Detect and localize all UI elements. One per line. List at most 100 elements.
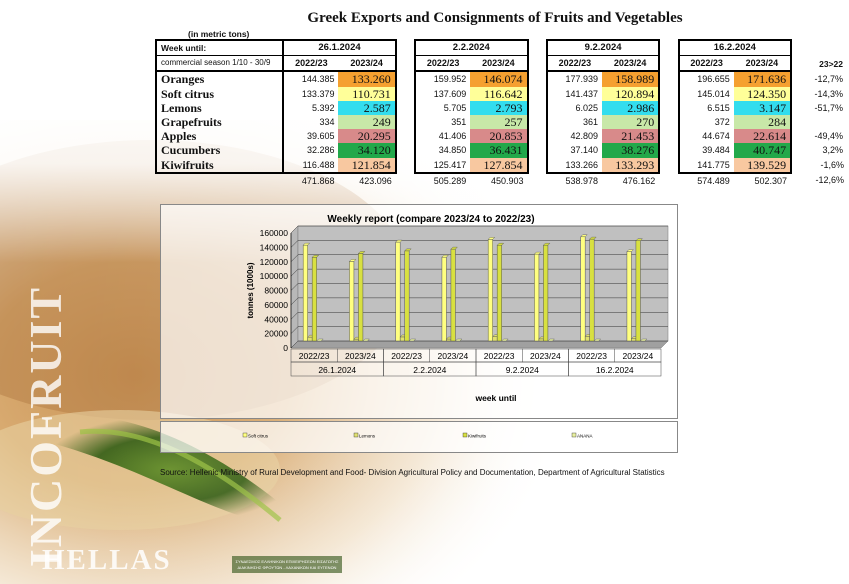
x-tick-label: 2022/23	[299, 351, 330, 361]
value-2023-24: 2.587	[338, 100, 397, 115]
legend-swatch	[353, 432, 359, 438]
value-2022-23: 125.417	[414, 157, 471, 174]
legend-entry: Soft citrus	[248, 434, 269, 439]
value-2023-24: 158.989	[602, 71, 661, 87]
source-note: Source: Hellenic Ministry of Rural Devel…	[160, 468, 665, 477]
y-tick-label: 100000	[260, 271, 289, 281]
gridline-side	[290, 240, 299, 248]
bar	[496, 244, 502, 342]
x-tick-label: 2022/23	[576, 351, 607, 361]
bar-top	[635, 238, 643, 241]
bar-top	[408, 338, 417, 342]
y-tick-label: 60000	[264, 300, 288, 310]
legend-entry: Kiwifruits	[468, 434, 487, 439]
exports-table: Week until: 26.1.2024 2.2.2024 9.2.2024 16.2…	[154, 39, 849, 188]
value-2023-24: 249	[338, 114, 397, 130]
season-label: commercial season 1/10 - 30/9	[154, 55, 284, 73]
value-2022-23: 133.379	[282, 86, 339, 101]
value-2023-24: 171.636	[733, 71, 793, 87]
gridline-side	[290, 326, 299, 334]
value-2023-24: 146.074	[470, 71, 529, 87]
legend-swatch	[462, 432, 468, 438]
group-cell	[568, 361, 662, 377]
bar-top	[404, 248, 412, 252]
bar	[487, 239, 493, 342]
table-row: Lemons 5.392 2.587 5.705 2.793 6.025 2.986 6.51…	[154, 100, 848, 115]
bar-top	[533, 251, 542, 255]
legend-swatch	[242, 432, 248, 438]
bar	[635, 240, 641, 342]
value-2023-24: 38.276	[602, 143, 661, 158]
value-2022-23: 177.939	[545, 71, 602, 87]
change-percent: -1,6%	[820, 160, 844, 171]
bar-top	[626, 249, 634, 252]
value-2022-23: 116.488	[282, 157, 339, 174]
product-name: Kiwifruits	[154, 157, 284, 174]
bar-top	[542, 242, 551, 246]
value-2022-23: 159.952	[414, 71, 471, 87]
table-row: Kiwifruits 116.488 121.854 125.417 127.854 13…	[154, 157, 848, 174]
week-header: 9.2.2024	[545, 39, 661, 57]
bar-top	[316, 338, 324, 342]
group-label: 16.2.2024	[596, 365, 634, 375]
x-tick-label: 2023/24	[623, 351, 654, 361]
value-2022-23: 6.025	[545, 100, 602, 115]
value-2022-23: 141.437	[545, 86, 602, 101]
table-row: Oranges 144.385 133.260 159.952 146.074 177.9…	[154, 71, 848, 87]
y-tick-label: 120000	[260, 257, 289, 267]
x-tick-label: 2023/24	[438, 351, 469, 361]
change-percent	[791, 115, 848, 129]
value-2023-24: 21.453	[602, 129, 661, 144]
change-percent: -51,7%	[814, 102, 843, 113]
bar-top	[580, 234, 588, 237]
week-until-label: Week until:	[154, 39, 284, 57]
season-header: 2022/23	[282, 55, 339, 73]
total-2023-24: 450.903	[490, 175, 524, 186]
season-header: 2022/23	[414, 55, 471, 73]
value-2023-24: 124.350	[733, 86, 793, 101]
value-2022-23: 44.674	[677, 129, 734, 144]
value-2023-24: 116.642	[470, 86, 529, 101]
total-2022-23: 505.289	[433, 175, 467, 186]
page-title: Greek Exports and Consignments of Fruits…	[307, 10, 683, 26]
value-2023-24: 121.854	[338, 157, 397, 174]
value-2023-24: 3.147	[733, 100, 793, 115]
weekly-bar-chart: Weekly report (compare 2023/24 to 2022/2…	[246, 214, 669, 403]
x-tick-label: 2023/24	[345, 351, 376, 361]
bar	[349, 261, 355, 342]
y-tick-label: 140000	[260, 242, 289, 252]
value-2023-24: 270	[602, 114, 661, 130]
table-row: Grapefruits 334 249 351 257 361 270 372 284	[154, 114, 848, 130]
unit-note: (in metric tons)	[188, 29, 250, 39]
hellas-brand: HELLAS	[42, 544, 172, 576]
value-2023-24: 40.747	[733, 143, 793, 158]
value-2023-24: 257	[470, 114, 529, 130]
bar-top	[593, 338, 602, 342]
value-2022-23: 196.655	[677, 71, 734, 87]
x-tick-label: 2023/24	[530, 351, 561, 361]
season-header: 2023/24	[733, 55, 793, 73]
legend-entry: Lemons	[359, 434, 376, 439]
bar	[631, 338, 637, 342]
bar	[307, 336, 313, 342]
week-header: 26.1.2024	[282, 39, 397, 57]
bar	[404, 250, 410, 342]
value-2022-23: 361	[545, 114, 602, 130]
chart-container: Weekly report (compare 2023/24 to 2022/2…	[160, 204, 678, 419]
y-tick-label: 40000	[264, 314, 288, 324]
bar-top	[362, 338, 370, 342]
total-2022-23: 471.868	[301, 175, 335, 186]
value-2022-23: 39.605	[282, 129, 339, 144]
chart-title: Weekly report (compare 2023/24 to 2022/2…	[327, 214, 534, 225]
x-tick-label: 2022/23	[391, 351, 422, 361]
gridline-side	[290, 268, 299, 277]
gridline-side	[290, 283, 299, 291]
x-tick-label: 2022/23	[484, 351, 515, 361]
value-2023-24: 34.120	[338, 143, 397, 158]
season-header: 2023/24	[338, 55, 397, 73]
value-2023-24: 120.894	[602, 86, 661, 101]
week-header: 16.2.2024	[677, 39, 793, 57]
bar-top	[395, 239, 403, 243]
bar	[626, 251, 632, 342]
change-percent: 3,2%	[822, 145, 843, 156]
